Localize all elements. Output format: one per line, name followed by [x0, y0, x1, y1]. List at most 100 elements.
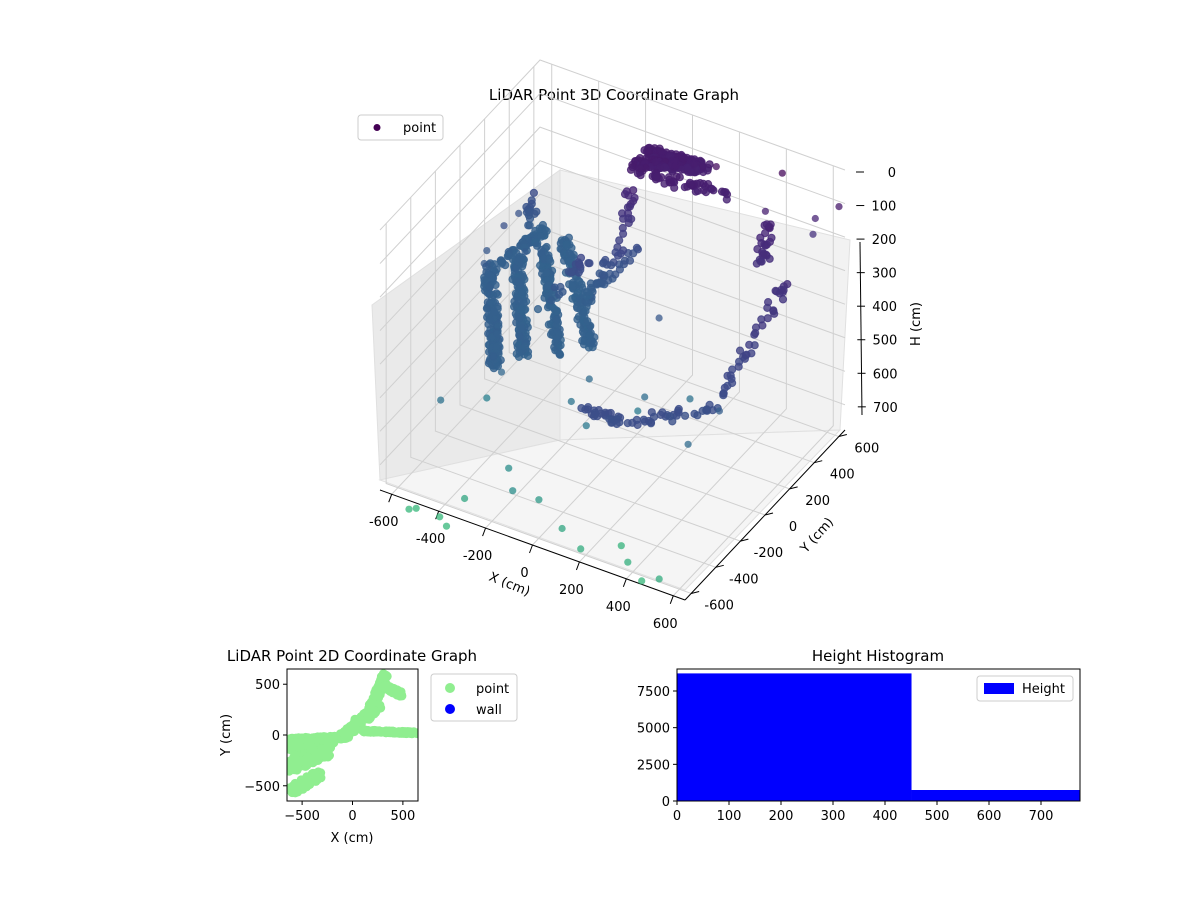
point-3d-1054	[769, 307, 778, 316]
point-3d-1174	[835, 203, 843, 211]
y-tick-label-6: 600	[854, 442, 879, 457]
x-tick-label-2d-0: −500	[284, 809, 320, 824]
point-3d-617	[525, 221, 534, 230]
point-3d-350	[516, 305, 525, 314]
x-tick-label-hist-6: 600	[977, 809, 1002, 824]
point-3d-1170	[437, 396, 445, 404]
y-tick-label-hist-3: 7500	[637, 685, 670, 700]
point-2d-1119	[390, 687, 400, 697]
point-3d-1112	[612, 419, 621, 429]
grid-z-0	[379, 59, 846, 231]
x-tick-mark-4	[575, 561, 580, 571]
point-3d-1155	[655, 575, 663, 583]
point-2d-1276	[367, 727, 377, 737]
grid-z-7	[379, 294, 846, 466]
plot-frame-histogram	[676, 668, 1081, 802]
point-3d-907	[651, 158, 661, 167]
point-3d-605	[584, 331, 594, 340]
point-3d-1138	[761, 250, 771, 259]
point-3d-1027	[751, 329, 760, 338]
points-3d	[405, 143, 843, 585]
point-3d-991	[615, 236, 624, 245]
z-tick-label-2: 200	[872, 233, 897, 248]
point-3d-969	[666, 178, 676, 187]
point-3d-1014	[582, 287, 592, 297]
x-tick-label-hist-0: 0	[673, 809, 681, 824]
point-3d-917	[635, 154, 645, 163]
y-tick-mark-6	[838, 434, 847, 438]
y-tick-label-2: -200	[754, 546, 784, 561]
legend-2d-label-point: point	[476, 682, 509, 697]
point-3d-1173	[809, 230, 817, 238]
x-axis-label-2d: X (cm)	[331, 831, 374, 846]
grid-x-5	[625, 148, 787, 580]
x-tick-label-0: -600	[369, 515, 399, 530]
x-tick-label-hist-2: 200	[769, 809, 794, 824]
point-3d-663	[585, 259, 594, 268]
grid-y-0	[385, 223, 692, 594]
legend-histogram-swatch	[984, 683, 1014, 694]
y-tick-label-2d-2: 500	[255, 678, 280, 693]
point-3d-65	[542, 227, 551, 236]
point-3d-1169	[715, 407, 724, 415]
point-3d-1013	[592, 280, 602, 289]
scatter-2d-axes: LiDAR Point 2D Coordinate Graph −500 0 500…	[219, 647, 518, 846]
point-3d-1137	[762, 220, 771, 229]
histogram-bars	[677, 673, 1080, 801]
point-3d-606	[565, 249, 574, 258]
point-3d-578	[573, 288, 582, 297]
legend-3d-marker-point	[373, 124, 381, 131]
point-2d-950	[365, 702, 375, 712]
point-3d-662	[558, 287, 567, 296]
legend-3d-label-point: point	[403, 121, 436, 136]
point-2d-634	[316, 773, 326, 783]
legend-2d: point wall	[430, 673, 518, 722]
point-3d-1136	[756, 257, 765, 266]
point-3d-483	[540, 293, 549, 302]
point-3d-356	[517, 324, 526, 333]
point-3d-992	[624, 218, 633, 228]
point-3d-1171	[712, 163, 720, 171]
point-3d-993	[629, 196, 638, 206]
point-3d-1164	[634, 407, 642, 415]
z-axis-line	[859, 241, 863, 416]
x-tick-label-4: 200	[559, 583, 584, 598]
z-tick-label-6: 600	[873, 367, 898, 382]
point-3d-1008	[598, 270, 607, 279]
point-3d-472	[536, 261, 545, 270]
point-3d-1157	[405, 505, 413, 513]
histogram-bar-0	[677, 673, 912, 801]
chart-3d-title: LiDAR Point 3D Coordinate Graph	[489, 86, 739, 104]
x-tick-label-2d-2: 500	[390, 809, 415, 824]
grid-y-5	[508, 92, 815, 464]
point-3d-1060	[693, 411, 702, 420]
point-3d-597	[583, 317, 592, 326]
point-2d-798	[353, 717, 363, 727]
y-tick-label-hist-0: 0	[662, 795, 670, 810]
point-3d-1030	[763, 314, 772, 323]
grid-z-1	[379, 92, 846, 264]
point-3d-614	[529, 188, 539, 197]
grid-x-1	[438, 81, 600, 512]
point-3d-1011	[611, 248, 620, 257]
point-3d-1117	[761, 229, 770, 238]
point-3d-212	[490, 307, 499, 316]
point-3d-1141	[483, 247, 491, 255]
x-tick-mark-6	[669, 595, 674, 604]
point-3d-918	[671, 162, 680, 171]
point-3d-622	[532, 207, 541, 216]
point-3d-960	[722, 190, 732, 199]
legend-3d: point	[357, 114, 444, 141]
point-3d-1109	[623, 419, 632, 428]
point-3d-965	[672, 172, 681, 181]
point-3d-339	[515, 348, 525, 357]
point-2d-958	[378, 673, 388, 682]
y-tick-mark-2	[740, 538, 749, 542]
point-3d-1167	[686, 395, 694, 403]
point-3d-1168	[684, 440, 692, 448]
point-3d-955	[691, 187, 700, 196]
grid-y-2	[434, 171, 741, 542]
point-3d-1150	[558, 524, 566, 533]
point-3d-967	[699, 186, 708, 195]
legend-3d-frame	[357, 114, 444, 141]
